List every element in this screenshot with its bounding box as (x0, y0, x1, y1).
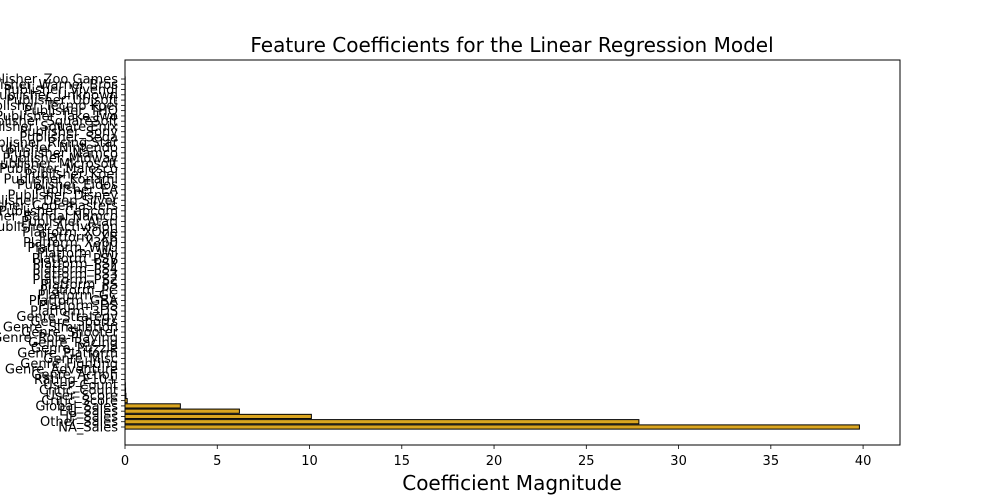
y-tick-label: Platform_PSV (32, 252, 118, 267)
y-tick-label: Publisher_Nintendo (0, 141, 118, 156)
x-tick-label: 0 (121, 454, 129, 469)
y-tick-label: Platform_GBA (29, 294, 118, 309)
y-tick-label: Platform_DS (38, 299, 118, 314)
x-axis-label: Coefficient Magnitude (402, 471, 622, 495)
x-tick-label: 40 (855, 454, 872, 469)
y-tick-label: Publisher_Koei (24, 167, 118, 182)
y-tick-label: Genre_Adventure (5, 363, 118, 378)
y-tick-label: Platform_3DS (30, 305, 118, 320)
y-tick-label: Publisher_Atari (21, 215, 118, 230)
y-tick-label: Genre_Platform (17, 347, 118, 362)
y-tick-label: Platform_WiiU (27, 241, 118, 256)
x-axis-ticks: 0 5 10 15 20 25 30 35 40 (121, 445, 872, 469)
y-tick-label: User_Count (43, 378, 118, 393)
y-tick-label: EU_Sales (59, 405, 118, 420)
bar (124, 413, 312, 420)
x-tick-label: 15 (394, 454, 411, 469)
x-tick-label: 20 (486, 454, 503, 469)
x-tick-label: 25 (578, 454, 595, 469)
y-tick-label: Publisher_Codemasters (0, 199, 118, 214)
y-tick-label: Publisher_Square Enix (0, 120, 118, 135)
y-tick-label: Platform_XB (39, 231, 118, 246)
y-tick-label: Publisher_Deep Silver (0, 194, 119, 209)
y-tick-label: Publisher_Majesco (0, 162, 118, 177)
y-tick-label: Publisher_EA (35, 183, 118, 198)
y-tick-label: Publisher_Zoo Games (0, 73, 118, 88)
plot-frame (124, 59, 901, 446)
y-tick-label: Publisher_Eidos (17, 178, 118, 193)
chart-title: Feature Coefficients for the Linear Regr… (250, 33, 773, 57)
x-tick-label: 35 (763, 454, 780, 469)
y-tick-label: Platform_PS2 (32, 273, 118, 288)
y-tick-label: Critic_Count (39, 384, 118, 399)
bar (124, 419, 640, 425)
y-tick-label: Critic_Score (41, 394, 118, 409)
y-tick-label: Publisher_Unknown (0, 88, 118, 103)
y-tick-label: Platform_XOne (22, 225, 118, 240)
y-tick-label: Global_Sales (35, 399, 118, 414)
y-tick-label: Publisher_Rising Star (0, 136, 119, 151)
y-tick-label: Genre_Sports (30, 315, 118, 330)
y-tick-label: Publisher_Sega (19, 131, 118, 146)
y-tick-label: User_Score (45, 389, 118, 404)
y-tick-label: Genre_Fighting (20, 357, 118, 372)
y-axis-ticks: NA_SalesOther_SalesJP_SalesEU_SalesGloba… (0, 73, 125, 436)
bar (124, 403, 181, 409)
y-tick-label: Publisher_Konami (4, 173, 119, 188)
y-tick-label: Publisher_Take-Two (0, 109, 118, 124)
bar (124, 408, 240, 414)
y-tick-label: Genre_Racing (28, 336, 118, 351)
x-tick-label: 5 (213, 454, 221, 469)
y-tick-label: Publisher_Microsoft (0, 157, 118, 172)
y-tick-label: Publisher_Namco (6, 146, 118, 161)
y-tick-label: Platform_PSP (33, 257, 118, 272)
y-tick-label: Platform_Wii (37, 247, 118, 262)
y-tick-label: Genre_Misc (43, 352, 118, 367)
y-tick-label: Genre_Role-Playing (0, 331, 118, 346)
y-tick-label: Platform_PC (40, 283, 118, 298)
y-tick-label: Other_Sales (40, 415, 118, 430)
y-tick-label: Genre_Puzzle (31, 341, 118, 356)
y-tick-label: Platform_PS (41, 278, 118, 293)
y-tick-label: Publisher_Tecmo Koei (0, 99, 118, 114)
y-tick-label: Publisher_Capcom (0, 204, 118, 219)
y-tick-label: Publisher_Sony (20, 125, 119, 140)
x-tick-label: 30 (670, 454, 687, 469)
bar (124, 424, 860, 430)
y-tick-label: Publisher_Bandai Namco (0, 210, 118, 225)
y-tick-label: Platform_GC (38, 289, 118, 304)
y-tick-label: Genre_Simulation (3, 320, 118, 335)
y-tick-label: Genre_Action (31, 368, 118, 383)
y-tick-label: Publisher_Ubisoft (6, 94, 118, 109)
y-tick-label: Genre_Strategy (16, 310, 118, 325)
y-tick-label: Platform_PS3 (32, 268, 118, 283)
y-tick-label: Publisher_THQ (24, 104, 118, 119)
y-tick-label: Platform_PS4 (32, 262, 118, 277)
y-tick-label: Publisher_Midway (2, 152, 118, 167)
y-tick-label: NA_Sales (58, 421, 118, 436)
y-tick-label: Genre_Shooter (21, 326, 118, 341)
y-tick-label: Platform_X360 (23, 236, 118, 251)
x-tick-label: 10 (301, 454, 318, 469)
y-tick-label: Publisher_Warner Bros (0, 78, 118, 93)
y-tick-label: Publisher_SquareSoft (0, 115, 118, 130)
y-tick-label: Rating_E10+ (34, 373, 118, 388)
y-tick-label: Publisher_Activision (0, 220, 118, 235)
y-tick-label: Publisher_Disney (7, 189, 118, 204)
y-tick-label: Publisher_Vivendi (4, 83, 118, 98)
y-tick-label: JP_Sales (64, 410, 118, 425)
